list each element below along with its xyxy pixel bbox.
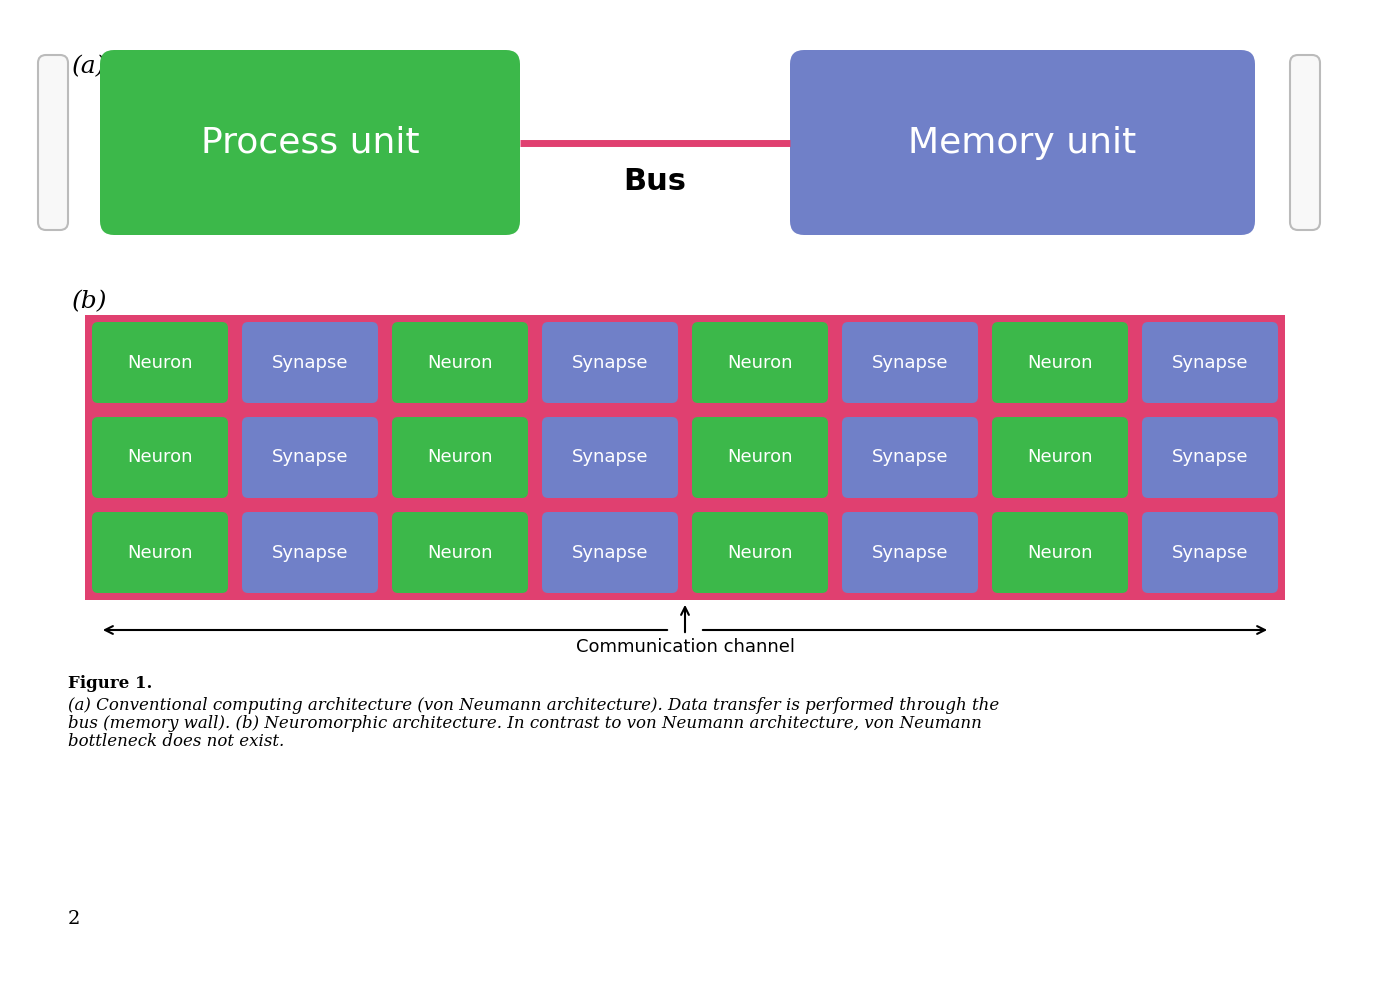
Text: Neuron: Neuron — [427, 448, 493, 466]
FancyBboxPatch shape — [1142, 322, 1278, 403]
FancyBboxPatch shape — [38, 55, 67, 230]
Text: Neuron: Neuron — [1028, 448, 1092, 466]
Text: Synapse: Synapse — [272, 353, 348, 371]
Text: Memory unit: Memory unit — [908, 126, 1136, 159]
Text: Neuron: Neuron — [727, 544, 793, 561]
Text: Bus: Bus — [624, 167, 687, 196]
Text: Synapse: Synapse — [572, 448, 649, 466]
FancyBboxPatch shape — [992, 512, 1128, 593]
FancyBboxPatch shape — [541, 512, 677, 593]
Text: Synapse: Synapse — [871, 544, 948, 561]
FancyBboxPatch shape — [392, 322, 528, 403]
Text: Neuron: Neuron — [1028, 353, 1092, 371]
Text: Neuron: Neuron — [427, 544, 493, 561]
FancyBboxPatch shape — [692, 322, 829, 403]
FancyBboxPatch shape — [842, 417, 978, 498]
Text: Synapse: Synapse — [272, 448, 348, 466]
Text: Synapse: Synapse — [572, 353, 649, 371]
FancyBboxPatch shape — [992, 417, 1128, 498]
FancyBboxPatch shape — [992, 322, 1128, 403]
Text: Neuron: Neuron — [128, 353, 192, 371]
FancyBboxPatch shape — [1142, 417, 1278, 498]
Text: Process unit: Process unit — [201, 126, 419, 159]
FancyBboxPatch shape — [100, 50, 519, 235]
Text: (a): (a) — [71, 55, 106, 78]
FancyBboxPatch shape — [842, 512, 978, 593]
FancyBboxPatch shape — [92, 322, 228, 403]
FancyBboxPatch shape — [392, 512, 528, 593]
FancyBboxPatch shape — [1142, 512, 1278, 593]
FancyBboxPatch shape — [242, 512, 378, 593]
FancyBboxPatch shape — [692, 417, 829, 498]
FancyBboxPatch shape — [92, 512, 228, 593]
FancyBboxPatch shape — [1290, 55, 1320, 230]
Text: (b): (b) — [71, 290, 107, 313]
Text: Synapse: Synapse — [572, 544, 649, 561]
Text: Synapse: Synapse — [871, 448, 948, 466]
Text: Synapse: Synapse — [1172, 544, 1248, 561]
Bar — [85, 315, 1285, 600]
FancyBboxPatch shape — [842, 322, 978, 403]
Text: (a) Conventional computing architecture (von Neumann architecture). Data transfe: (a) Conventional computing architecture … — [67, 697, 999, 714]
FancyBboxPatch shape — [392, 417, 528, 498]
Text: Neuron: Neuron — [1028, 544, 1092, 561]
FancyBboxPatch shape — [692, 512, 829, 593]
Text: Synapse: Synapse — [272, 544, 348, 561]
FancyBboxPatch shape — [541, 322, 677, 403]
Text: Synapse: Synapse — [871, 353, 948, 371]
Text: Neuron: Neuron — [727, 353, 793, 371]
Text: bottleneck does not exist.: bottleneck does not exist. — [67, 733, 284, 750]
FancyBboxPatch shape — [790, 50, 1254, 235]
Text: Synapse: Synapse — [1172, 353, 1248, 371]
Text: Synapse: Synapse — [1172, 448, 1248, 466]
Text: Neuron: Neuron — [128, 544, 192, 561]
Text: Figure 1.: Figure 1. — [67, 675, 153, 692]
FancyBboxPatch shape — [541, 417, 677, 498]
Text: 2: 2 — [67, 910, 80, 928]
Text: Neuron: Neuron — [427, 353, 493, 371]
Text: Neuron: Neuron — [128, 448, 192, 466]
FancyBboxPatch shape — [92, 417, 228, 498]
Text: bus (memory wall). (b) Neuromorphic architecture. In contrast to von Neumann arc: bus (memory wall). (b) Neuromorphic arch… — [67, 715, 982, 732]
FancyBboxPatch shape — [242, 322, 378, 403]
Text: Neuron: Neuron — [727, 448, 793, 466]
Text: Communication channel: Communication channel — [576, 638, 794, 656]
FancyBboxPatch shape — [242, 417, 378, 498]
